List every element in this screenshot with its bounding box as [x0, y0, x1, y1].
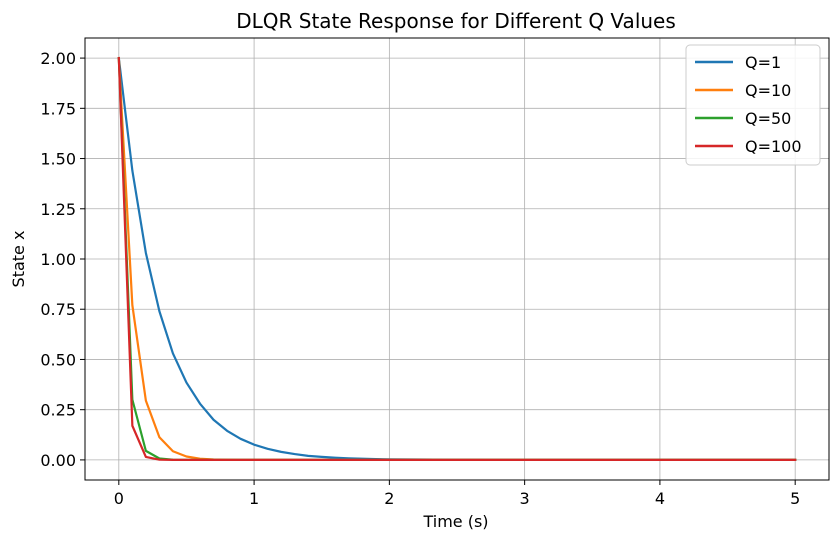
series-line-q-100 — [117, 56, 797, 462]
y-tick-label: 0.75 — [40, 300, 76, 319]
y-tick-label: 2.00 — [40, 49, 76, 68]
x-axis-label: Time (s) — [422, 512, 488, 531]
y-tick-label: 0.25 — [40, 401, 76, 420]
x-tick-label: 1 — [249, 489, 259, 508]
x-tick-label: 5 — [790, 489, 800, 508]
legend-label: Q=1 — [745, 53, 781, 72]
x-tick-label: 2 — [384, 489, 394, 508]
legend-label: Q=50 — [745, 109, 791, 128]
y-tick-label: 1.00 — [40, 250, 76, 269]
y-axis-label: State x — [9, 231, 28, 288]
legend-box — [685, 44, 821, 166]
legend-label: Q=10 — [745, 81, 791, 100]
chart-title: DLQR State Response for Different Q Valu… — [236, 9, 676, 33]
y-tick-label: 0.50 — [40, 350, 76, 369]
series-layer — [117, 56, 797, 462]
x-tick-label: 4 — [655, 489, 665, 508]
x-tick-label: 3 — [520, 489, 530, 508]
legend: Q=1 Q=10 Q=50 Q=100 — [685, 44, 821, 166]
y-tick-label: 1.50 — [40, 150, 76, 169]
tick-layer: 0 1 2 3 4 5 0.00 0.25 0.50 0.75 1.00 1.25 1.50 1.75 2.… — [40, 49, 800, 508]
y-tick-label: 1.25 — [40, 200, 76, 219]
grid-layer — [85, 38, 829, 480]
y-tick-label: 0.00 — [40, 451, 76, 470]
y-tick-label: 1.75 — [40, 99, 76, 118]
x-tick-label: 0 — [114, 489, 124, 508]
legend-label: Q=100 — [745, 137, 802, 156]
